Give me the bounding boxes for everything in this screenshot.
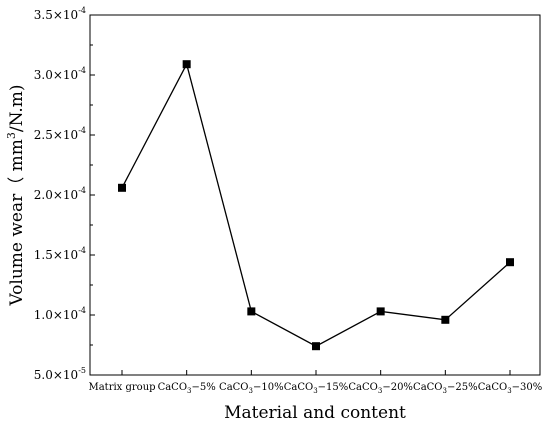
y-tick-label: 3.5×10-4 [34, 6, 86, 22]
y-tick-exponent: -4 [78, 186, 86, 195]
x-tick-base: CaCO [158, 382, 187, 393]
x-tick-suffix: −30% [512, 382, 543, 393]
y-tick-label: 3.0×10-4 [34, 66, 86, 82]
y-tick-mantissa: 2.0×10 [34, 188, 78, 202]
x-tick-label: CaCO3−10% [219, 382, 284, 395]
x-tick-base: CaCO [413, 382, 442, 393]
x-tick-sub: 3 [507, 387, 511, 395]
x-tick-sub: 3 [378, 387, 382, 395]
x-axis-title: Material and content [224, 403, 406, 423]
x-tick-suffix: −25% [447, 382, 478, 393]
x-tick-suffix: −10% [253, 382, 284, 393]
x-tick-label: CaCO3−20% [348, 382, 413, 395]
x-tick-sub: 3 [249, 387, 253, 395]
x-tick-label: CaCO3−25% [413, 382, 478, 395]
y-tick-mantissa: 2.5×10 [34, 128, 78, 142]
y-tick-label: 5.0×10-5 [34, 366, 86, 382]
y-tick-label: 2.0×10-4 [34, 186, 86, 202]
x-tick-label: CaCO3−30% [478, 382, 543, 395]
y-axis-ticks: 5.0×10-51.0×10-41.5×10-42.0×10-42.5×10-4… [34, 6, 95, 382]
y-tick-label: 1.5×10-4 [34, 246, 86, 262]
y-tick-mantissa: 3.5×10 [34, 8, 78, 22]
data-point [441, 315, 450, 324]
data-point [506, 258, 514, 267]
y-tick-exponent: -5 [78, 366, 86, 375]
x-axis-ticks: Matrix group CaCO3−5% CaCO3−10% CaCO3−15% Ca… [88, 370, 542, 395]
y-tick-exponent: -4 [78, 66, 86, 75]
x-tick-base: CaCO [478, 382, 507, 393]
x-tick-base: CaCO [219, 382, 248, 393]
y-tick-label: 1.0×10-4 [34, 306, 86, 322]
y-tick-exponent: -4 [78, 246, 86, 255]
y-tick-mantissa: 1.0×10 [34, 308, 78, 322]
y-axis-title-sup: 3 [5, 132, 18, 139]
x-tick-label: CaCO3−5% [158, 382, 216, 395]
y-tick-exponent: -4 [78, 126, 86, 135]
x-tick-suffix: −5% [192, 382, 216, 393]
y-axis-title-prefix: Volume wear（ mm [7, 139, 27, 306]
y-tick-mantissa: 3.0×10 [34, 68, 78, 82]
y-tick-exponent: -4 [78, 306, 86, 315]
y-tick-mantissa: 5.0×10 [34, 368, 78, 382]
x-tick-base: CaCO [348, 382, 377, 393]
x-tick-sub: 3 [187, 387, 191, 395]
x-tick-sub: 3 [313, 387, 317, 395]
data-point [118, 183, 126, 192]
y-tick-mantissa: 1.5×10 [34, 248, 78, 262]
series-line [121, 62, 511, 347]
data-point [312, 342, 320, 351]
x-tick-label: CaCO3−15% [284, 382, 349, 395]
x-tick-suffix: −15% [318, 382, 349, 393]
data-point [376, 307, 385, 316]
plot-frame [89, 14, 541, 376]
data-point [247, 307, 256, 316]
y-axis-title: Volume wear（ mm3/N.m) [5, 84, 27, 306]
y-tick-exponent: -4 [78, 6, 86, 15]
data-points [118, 60, 514, 351]
y-axis-title-suffix: /N.m) [7, 84, 27, 132]
y-tick-label: 2.5×10-4 [34, 126, 86, 142]
x-tick-sub: 3 [443, 387, 447, 395]
x-tick-label: Matrix group [88, 382, 155, 393]
x-tick-base: Matrix group [88, 382, 155, 393]
x-tick-suffix: −20% [382, 382, 413, 393]
x-tick-base: CaCO [284, 382, 313, 393]
data-point [182, 60, 191, 69]
